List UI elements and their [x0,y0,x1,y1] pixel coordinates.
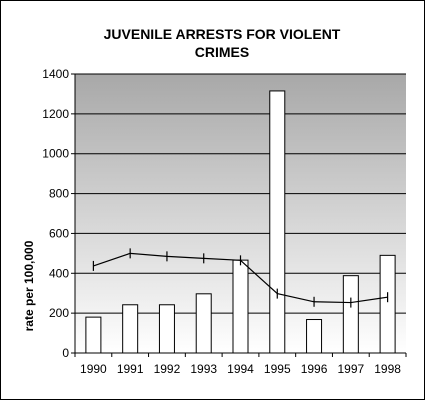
y-tick-label: 1200 [42,107,69,121]
bar-1991 [122,304,139,354]
bar-1993 [195,293,212,354]
y-tick-label: 400 [49,266,69,280]
x-tick-label: 1993 [190,362,217,376]
x-tick-label: 1994 [227,362,254,376]
bar-1990 [85,316,102,354]
x-tick-label: 1995 [264,362,291,376]
x-tick-label: 1998 [374,362,401,376]
y-tick-label: 0 [62,346,69,360]
y-tick-label: 1000 [42,147,69,161]
y-tick-label: 1400 [42,67,69,81]
chart-title-line-1: JUVENILE ARRESTS FOR VIOLENT [104,26,341,42]
x-tick-label: 1991 [117,362,144,376]
line-series [92,248,389,308]
bar-series [85,90,396,354]
bar-1998 [379,254,396,354]
x-tick-label: 1992 [154,362,181,376]
x-tick-label: 1996 [301,362,328,376]
chart-title-line-2: CRIMES [195,44,249,60]
axes: 0 200 400 600 800 1000 1200 1400 1990 1991 1992 199… [42,67,407,376]
gridlines [75,73,406,314]
bar-1992 [158,304,175,354]
bar-1995 [269,90,286,354]
bar-1997 [342,275,359,354]
y-tick-label: 600 [49,226,69,240]
y-tick-label: 200 [49,306,69,320]
x-tick-label: 1990 [80,362,107,376]
bar-1996 [306,319,323,354]
y-tick-label: 800 [49,187,69,201]
x-tick-label: 1997 [337,362,364,376]
y-axis-label: rate per 100,000 [22,240,36,331]
bar-1994 [232,259,249,354]
